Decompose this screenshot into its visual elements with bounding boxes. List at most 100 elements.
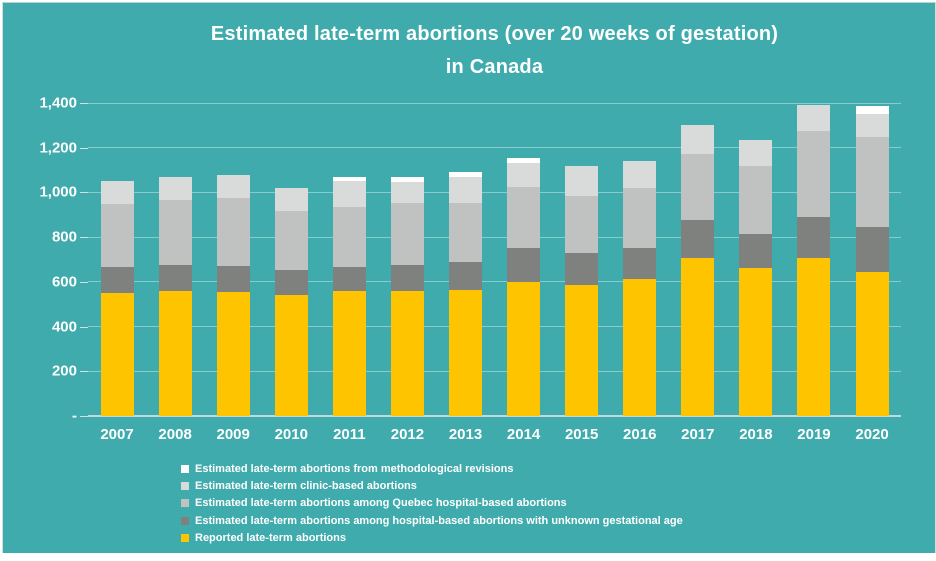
bar-segment: [274, 188, 308, 211]
legend-label: Estimated late-term abortions from metho…: [195, 462, 514, 475]
bar-slot-2015: [553, 103, 611, 416]
bar-segment: [797, 258, 831, 416]
x-tick-label: 2020: [855, 426, 889, 443]
legend-label: Estimated late-term abortions among Queb…: [195, 497, 567, 510]
y-tick-label: 400: [51, 318, 77, 336]
bar-slot-2009: [204, 103, 262, 416]
bar-segment: [216, 174, 250, 199]
bar-slot-2020: [843, 103, 901, 416]
bar-segment: [739, 139, 773, 166]
plot-area: [88, 102, 901, 417]
legend-swatch-icon: [181, 516, 189, 525]
bar-segment: [449, 289, 482, 416]
bar-segment: [739, 233, 773, 269]
bar-segment: [681, 154, 715, 221]
x-axis-line: [88, 415, 901, 417]
y-axis-labels: - 200 400 600 800 1,000 1,200 1,400: [3, 95, 77, 425]
bar-segment: [390, 290, 424, 416]
bar-segment: [390, 202, 424, 265]
legend-item: Estimated late-term abortions among hosp…: [181, 512, 683, 529]
stacked-bar-2018: [739, 139, 773, 416]
bar-segment: [390, 176, 424, 183]
y-tick-label: 1,000: [39, 183, 77, 201]
bar-slot-2017: [669, 103, 727, 416]
bar-segment: [390, 182, 424, 203]
y-axis-tick: [80, 237, 88, 239]
y-tick-label: 1,200: [39, 139, 77, 157]
bar-segment: [158, 264, 192, 292]
bar-segment: [332, 176, 366, 182]
y-axis-tick: [80, 103, 88, 104]
gridline: [88, 236, 901, 238]
x-tick-label: 2012: [390, 426, 425, 443]
y-axis-tick: [80, 326, 88, 328]
bar-segment: [855, 114, 889, 137]
bar-segment: [623, 188, 657, 249]
y-tick-label: 800: [51, 228, 77, 246]
legend-swatch-icon: [181, 482, 189, 491]
bar-slot-2019: [785, 103, 843, 416]
bar-segment: [158, 176, 192, 200]
chart-title-line1: Estimated late-term abortions (over 20 w…: [210, 23, 779, 45]
bar-segment: [681, 258, 715, 416]
chart-title: Estimated late-term abortions (over 20 w…: [88, 18, 901, 84]
x-axis-labels: 2007 2008 2009 2010 2011 2012 2013 2014 2015 2016…: [88, 426, 901, 443]
gridline: [88, 370, 901, 372]
x-tick-label: 2010: [274, 426, 308, 443]
stacked-bar-2019: [797, 105, 831, 416]
bar-segment: [100, 204, 134, 268]
y-axis-tick: [80, 192, 88, 194]
x-tick-label: 2015: [564, 426, 599, 443]
x-tick-label: 2013: [448, 426, 483, 443]
bar-slot-2008: [146, 103, 204, 416]
gridline: [88, 191, 901, 193]
legend-item: Reported late-term abortions: [181, 530, 683, 547]
bar-segment: [274, 210, 308, 271]
legend-label: Estimated late-term clinic-based abortio…: [195, 480, 417, 493]
x-tick-label: 2019: [797, 426, 831, 443]
legend-item: Estimated late-term abortions from metho…: [181, 460, 683, 477]
bar-segment: [797, 130, 831, 218]
bar-segment: [623, 278, 657, 416]
bar-segment: [449, 176, 482, 203]
y-axis-tick: [80, 416, 88, 417]
bar-segment: [216, 265, 250, 292]
bar-segment: [681, 220, 715, 259]
bar-segment: [449, 202, 482, 262]
bars-container: [88, 103, 901, 416]
gridline: [88, 281, 901, 283]
y-tick-label: 600: [51, 273, 77, 291]
bar-segment: [565, 285, 599, 416]
bar-segment: [216, 291, 250, 416]
bar-segment: [332, 290, 366, 416]
bar-segment: [158, 199, 192, 265]
x-tick-label: 2014: [506, 426, 541, 443]
bar-segment: [100, 293, 134, 416]
legend-swatch-icon: [181, 499, 189, 508]
bar-segment: [507, 187, 541, 249]
stacked-bar-2009: [216, 174, 250, 416]
bar-segment: [623, 248, 657, 279]
x-tick-label: 2017: [681, 426, 715, 443]
bar-segment: [797, 105, 831, 131]
bar-segment: [274, 270, 308, 296]
bar-segment: [100, 267, 134, 294]
stacked-bar-2016: [623, 161, 657, 416]
gridline: [88, 147, 901, 149]
x-tick-label: 2016: [623, 426, 657, 443]
bar-segment: [681, 125, 715, 155]
gridline: [88, 326, 901, 328]
legend-label: Reported late-term abortions: [195, 532, 346, 545]
bar-segment: [855, 106, 889, 115]
y-tick-label: -: [72, 407, 77, 425]
stacked-bar-2007: [100, 181, 134, 416]
bar-segment: [507, 157, 541, 164]
stacked-bar-2011: [332, 176, 366, 416]
bar-slot-2007: [88, 103, 146, 416]
y-axis-tick: [80, 371, 88, 373]
bar-segment: [623, 161, 657, 189]
bar-segment: [507, 163, 541, 188]
bar-slot-2010: [262, 103, 320, 416]
stacked-bar-2008: [158, 176, 192, 416]
